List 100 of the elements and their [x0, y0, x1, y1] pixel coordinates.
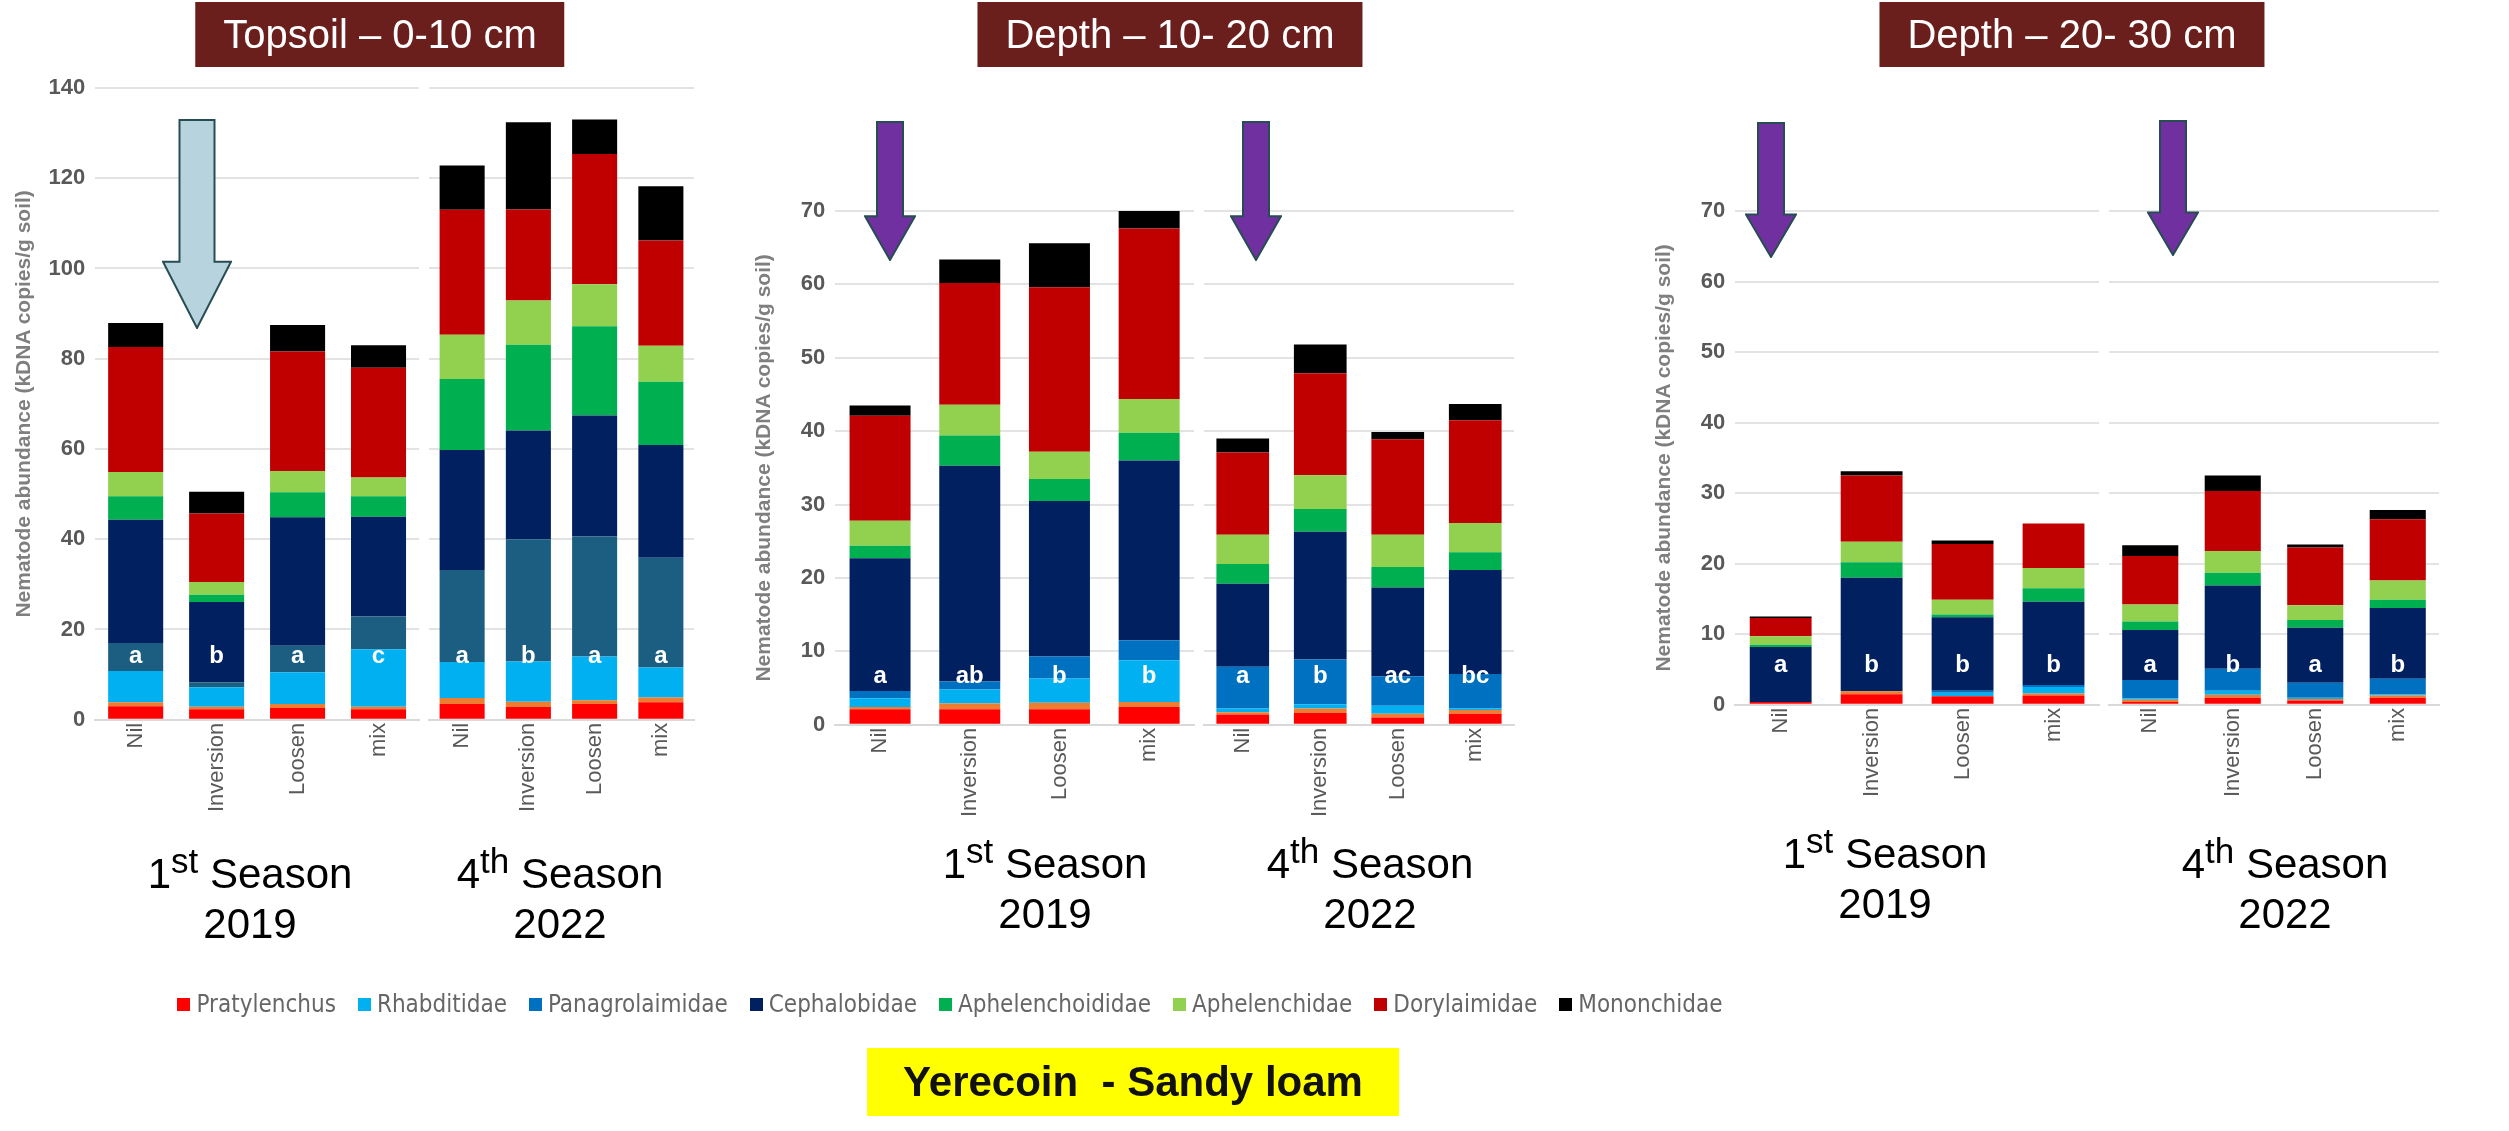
bar [439, 334, 485, 380]
bar [108, 643, 164, 671]
bar [108, 671, 164, 703]
bar [108, 496, 164, 520]
bar [108, 519, 164, 644]
bar [1840, 471, 1903, 476]
bar [1448, 522, 1502, 553]
x-axis-title: 4$^{th}$ Season 2022 [1265, 830, 1475, 940]
bar [2369, 519, 2426, 581]
annotation: b [1864, 650, 1879, 678]
bar [2204, 550, 2261, 573]
x-tick-label: Nil [121, 722, 147, 749]
y-tick-label: 40 [800, 417, 826, 443]
x-tick-label: Inversion [2218, 707, 2244, 798]
y-tick-label: 50 [1700, 338, 1726, 364]
bar [2022, 684, 2085, 688]
bar [638, 186, 684, 241]
bar [1216, 666, 1270, 709]
bar [270, 517, 326, 646]
bar [439, 379, 485, 450]
legend-label: Pratylenchus [196, 990, 336, 1018]
bar [572, 703, 618, 719]
y-tick-label: 30 [1700, 479, 1726, 505]
bar [2122, 629, 2179, 681]
y-tick-label: 20 [60, 615, 86, 641]
bar [2122, 555, 2179, 605]
bar [2287, 620, 2344, 628]
bar [2022, 567, 2085, 589]
bar [1931, 540, 1994, 544]
bar [1448, 552, 1502, 570]
x-tick-label: Loosen [1948, 707, 1974, 780]
bar [270, 471, 326, 493]
bar [1293, 531, 1347, 660]
bar [1840, 577, 1903, 692]
bar [572, 326, 618, 416]
bar [1118, 398, 1180, 433]
bar [1749, 617, 1812, 637]
y-tick-label: 140 [48, 74, 86, 100]
bar [351, 709, 407, 719]
x-tick-label: Nil [1228, 727, 1254, 754]
annotation: b [2225, 650, 2241, 678]
x-axis-title: 1$^{st}$ Season 2019 [146, 840, 354, 950]
annotation: b [2390, 650, 2406, 678]
y-tick-label: 70 [1700, 197, 1726, 223]
x-tick-label: Nil [866, 727, 892, 754]
annotation: a [587, 641, 602, 669]
y-tick-label: 0 [812, 710, 826, 736]
x-tick-label: mix [2039, 707, 2065, 742]
bar [351, 649, 407, 707]
annotation: a [290, 641, 305, 669]
x-axis-title: 4$^{th}$ Season 2022 [2180, 830, 2390, 940]
chart-title: Depth – 10- 20 cm [977, 2, 1363, 67]
bar [2022, 687, 2085, 694]
bar [439, 703, 485, 719]
bar [638, 345, 684, 382]
bar [108, 472, 164, 497]
bar [505, 122, 551, 210]
bar [1028, 451, 1090, 479]
y-tick-label: 50 [800, 343, 826, 369]
bar [638, 444, 684, 558]
bar [189, 491, 245, 514]
y-tick-label: 40 [60, 525, 86, 551]
bar [939, 404, 1001, 436]
bar [1448, 713, 1502, 724]
bar [638, 702, 684, 719]
bar [1840, 562, 1903, 578]
y-tick-label: 120 [48, 164, 86, 190]
x-tick-label: Inversion [514, 722, 540, 813]
bar [1028, 478, 1090, 501]
bar [849, 707, 911, 710]
bar [2369, 697, 2426, 704]
bar [270, 324, 326, 352]
legend-label: Mononchidae [1578, 990, 1723, 1018]
legend-label: Aphelenchoididae [957, 990, 1152, 1018]
bar [1293, 475, 1347, 509]
bar [1371, 431, 1425, 440]
bar [2287, 682, 2344, 698]
bar [2287, 627, 2344, 683]
annotation: b [2046, 650, 2061, 678]
bar [2369, 510, 2426, 520]
legend-label: Aphelenchidae [1192, 990, 1353, 1018]
bar [439, 569, 485, 662]
x-tick-label: mix [1135, 727, 1161, 762]
bar [1371, 705, 1425, 714]
bar [505, 430, 551, 540]
x-axis-title: 4$^{th}$ Season 2022 [455, 840, 665, 950]
bar [2204, 475, 2261, 492]
bar [2122, 621, 2179, 630]
y-axis-title: Nematode abundance (kDNA copies/g soil) [11, 190, 35, 618]
bar [2369, 599, 2426, 609]
x-tick-label: mix [364, 722, 390, 757]
bar [1840, 694, 1903, 704]
bar [638, 381, 684, 445]
bar [1216, 583, 1270, 667]
x-tick-label: Loosen [2301, 707, 2327, 780]
bar [1371, 566, 1425, 588]
bar [2287, 547, 2344, 606]
bar [189, 594, 245, 602]
x-tick-label: Nil [2136, 707, 2162, 734]
x-tick-label: Loosen [580, 722, 606, 795]
